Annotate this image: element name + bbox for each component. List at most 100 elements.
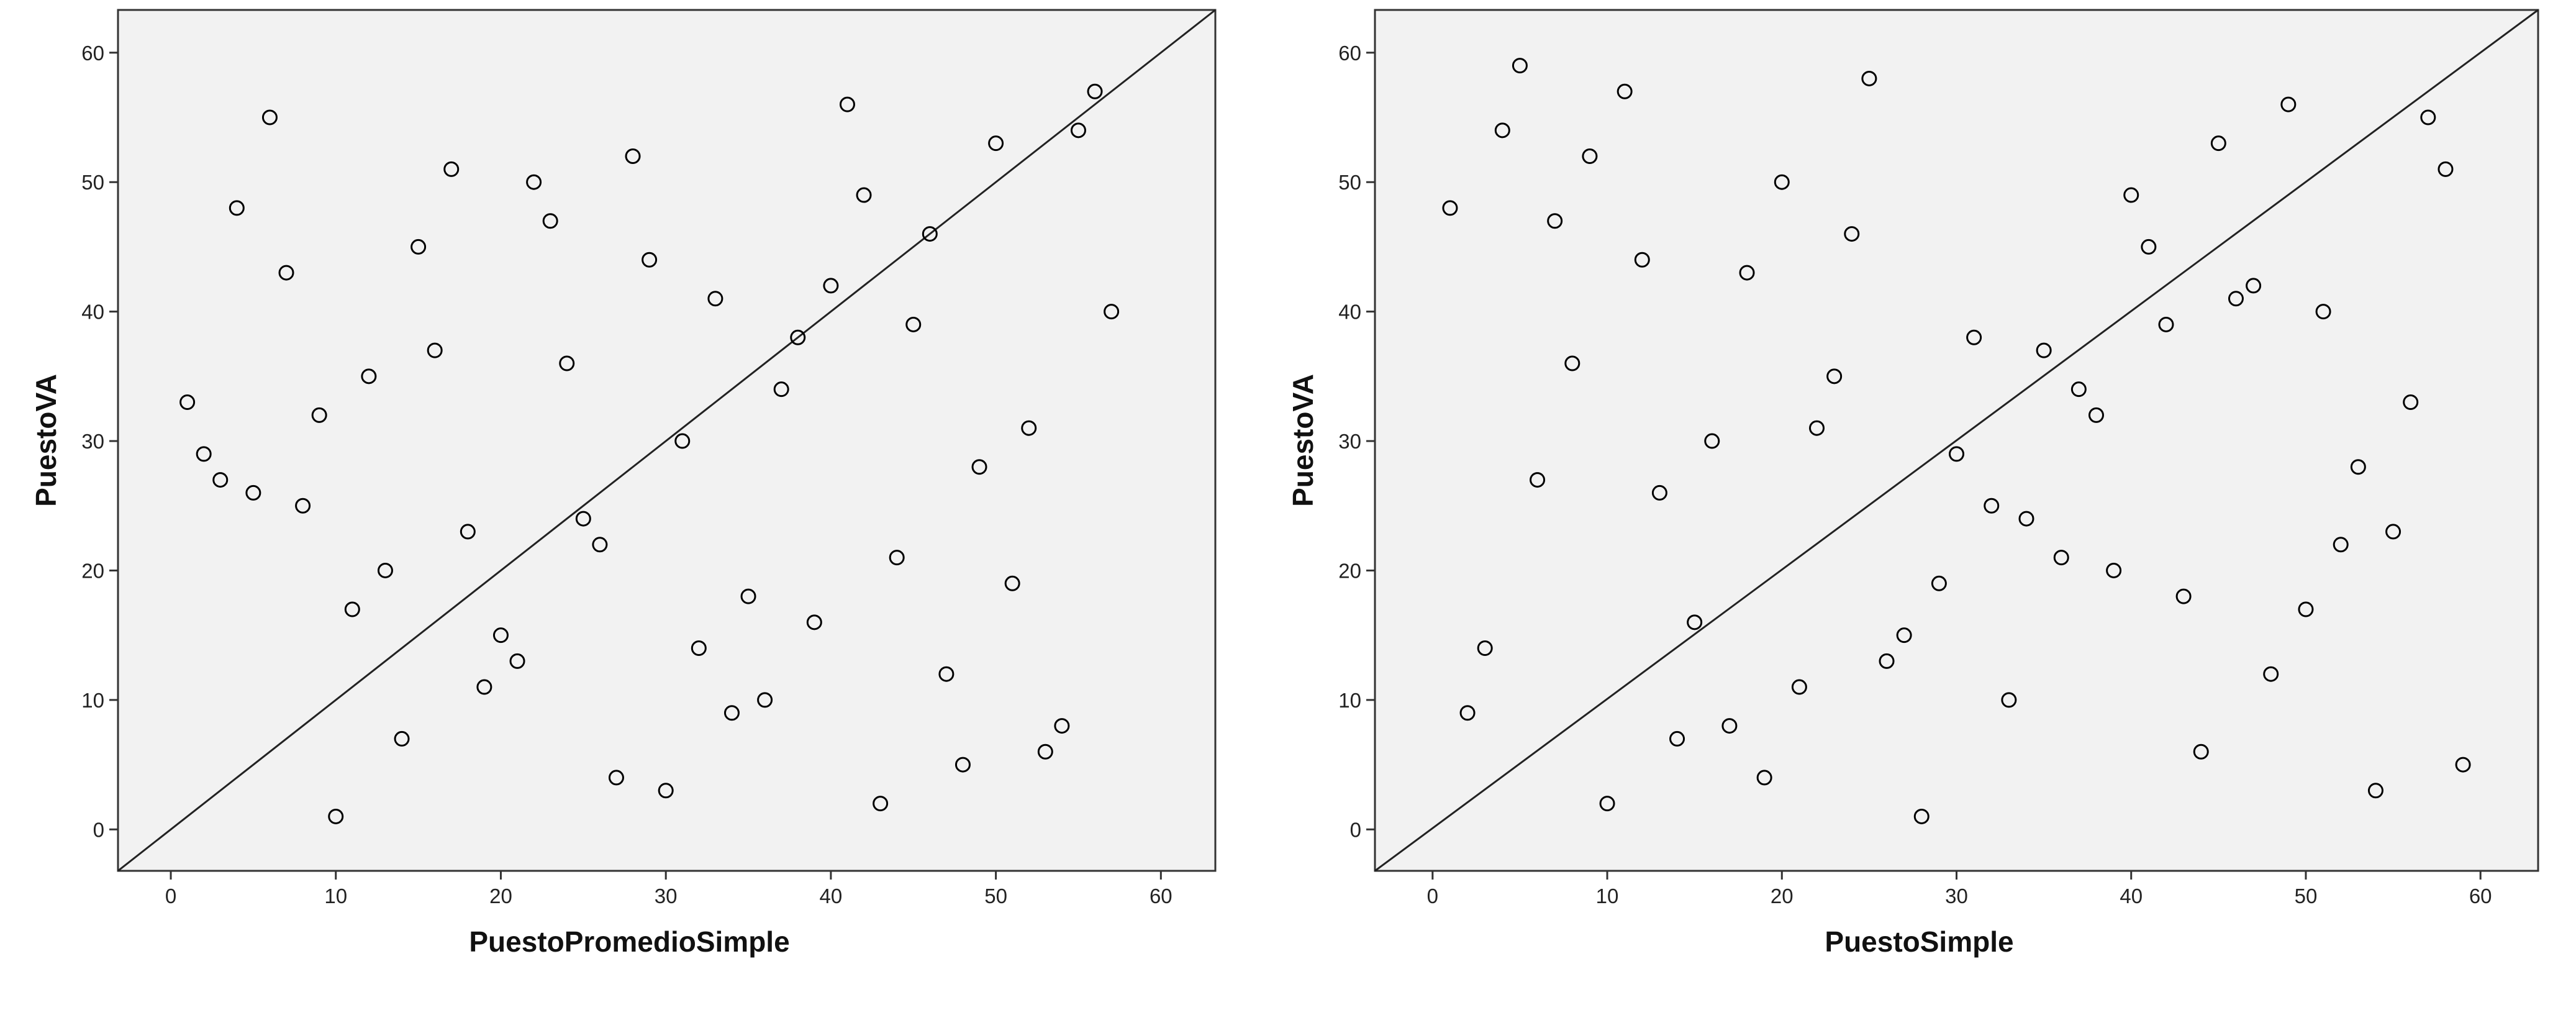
y-tick-label: 30 (1338, 430, 1361, 453)
point (1809, 420, 1825, 436)
y-tick-label: 0 (93, 818, 104, 841)
point (2246, 278, 2262, 294)
point (889, 550, 905, 566)
y-tick-label: 60 (1338, 42, 1361, 65)
point (261, 109, 278, 125)
point (1582, 148, 1598, 165)
point (2350, 459, 2366, 475)
point (2001, 692, 2017, 708)
point (2158, 316, 2174, 332)
point (2053, 550, 2069, 566)
point (1054, 718, 1070, 734)
point (2193, 744, 2209, 760)
point (740, 588, 756, 604)
x-axis-title: PuestoPromedioSimple (469, 926, 789, 958)
point (1530, 472, 1546, 488)
point (278, 265, 294, 281)
point (377, 562, 393, 578)
point (1442, 200, 1458, 216)
point (2210, 135, 2226, 152)
point (427, 342, 443, 358)
point (311, 407, 327, 423)
point (361, 368, 377, 384)
point (1669, 730, 1685, 747)
point (443, 161, 460, 177)
point (1774, 174, 1790, 190)
point (1791, 679, 1807, 695)
x-tick-label: 0 (1427, 885, 1438, 907)
point (955, 757, 971, 773)
point (344, 601, 360, 617)
point (492, 627, 509, 644)
point (1459, 705, 1476, 721)
point (295, 498, 311, 514)
point (542, 213, 558, 229)
point (2315, 304, 2331, 320)
point (2280, 96, 2297, 112)
point (245, 484, 261, 501)
point (1721, 718, 1738, 734)
point (790, 329, 806, 345)
point (1070, 122, 1086, 139)
x-tick-label: 30 (655, 885, 678, 907)
x-tick-label: 60 (2469, 885, 2492, 907)
point (2018, 511, 2034, 527)
y-axis-title: PuestoVA (30, 374, 62, 507)
y-tick-label: 20 (1338, 559, 1361, 582)
point (2070, 381, 2087, 398)
point (839, 96, 855, 112)
point (1913, 808, 1930, 824)
point (856, 187, 872, 203)
point (229, 200, 245, 216)
x-tick-label: 30 (1945, 885, 1968, 907)
point (773, 381, 789, 398)
point (905, 316, 922, 332)
point (1494, 122, 1510, 139)
point (328, 808, 344, 824)
point (938, 666, 955, 682)
point (1826, 368, 1843, 384)
x-tick-label: 10 (1596, 885, 1619, 907)
point (460, 524, 476, 540)
x-tick-label: 20 (1771, 885, 1794, 907)
point (2420, 109, 2436, 125)
point (575, 511, 591, 527)
point (642, 252, 658, 268)
point (1651, 484, 1667, 501)
point (1966, 329, 1982, 345)
point (2036, 342, 2052, 358)
x-tick-label: 0 (165, 885, 176, 907)
point (2228, 291, 2244, 307)
reference-line (1374, 9, 2539, 872)
point (2175, 588, 2192, 604)
point (2438, 161, 2454, 177)
y-tick-label: 50 (1338, 171, 1361, 194)
point (1879, 653, 1895, 669)
point (2385, 524, 2401, 540)
point (2455, 757, 2471, 773)
point (1949, 446, 1964, 462)
x-tick-label: 10 (324, 885, 347, 907)
point (1004, 575, 1020, 591)
y-tick-label: 50 (81, 171, 104, 194)
reference-line (117, 9, 1216, 872)
point (1547, 213, 1563, 229)
point (674, 433, 691, 449)
x-tick-label: 50 (2295, 885, 2318, 907)
point (1599, 796, 1615, 812)
point (2403, 394, 2419, 411)
y-tick-label: 40 (81, 301, 104, 324)
point (806, 614, 822, 630)
point (1931, 575, 1947, 591)
point (1984, 498, 2000, 514)
point (1896, 627, 1912, 644)
x-tick-label: 40 (820, 885, 843, 907)
point (196, 446, 212, 462)
x-tick-label: 60 (1150, 885, 1172, 907)
point (559, 355, 575, 371)
point (1704, 433, 1720, 449)
point (1021, 420, 1037, 436)
point (691, 640, 707, 657)
